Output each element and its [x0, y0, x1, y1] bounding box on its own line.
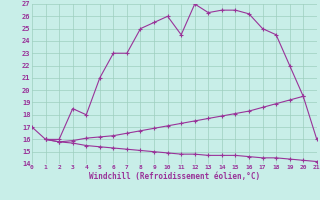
X-axis label: Windchill (Refroidissement éolien,°C): Windchill (Refroidissement éolien,°C): [89, 172, 260, 181]
